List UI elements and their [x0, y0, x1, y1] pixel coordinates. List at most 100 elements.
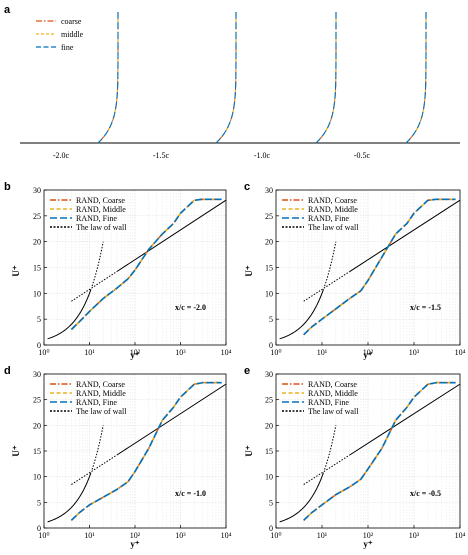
y-tick-label: 30: [33, 370, 41, 379]
legend-label: RAND, Middle: [76, 205, 126, 214]
panel-d-ticks: 10⁰ 10¹ 10² 10³ 10⁴ 0 5 10 15 20 25 30: [33, 370, 232, 540]
y-tick-label: 0: [37, 524, 41, 533]
legend-label: RAND, Middle: [308, 205, 358, 214]
panel-e: e 10⁰ 10¹ 10² 10³ 10⁴ 0 5 10 15 20 25 30 RAND, Coar…: [244, 365, 466, 549]
y-tick-label: 5: [269, 498, 273, 507]
panel-c-letter: c: [244, 181, 250, 193]
y-tick-label: 25: [265, 212, 273, 221]
x-tick-label: 10⁴: [221, 531, 232, 540]
law-viscous-solid: [279, 289, 324, 340]
y-tick-label: 25: [33, 396, 41, 405]
panel-b-grid: [44, 190, 226, 345]
law-log-dotted: [303, 271, 350, 302]
y-tick-label: 25: [33, 212, 41, 221]
station-label-1: -2.0c: [53, 151, 70, 160]
panel-c-grid: [276, 190, 460, 345]
law-log-solid: [349, 199, 461, 272]
panel-b-ylabel: U⁺: [11, 265, 21, 276]
y-tick-label: 15: [265, 447, 273, 456]
legend-a-middle-label: middle: [61, 30, 84, 39]
y-tick-label: 15: [33, 264, 41, 273]
profile--0.5c-coarse: [405, 12, 427, 144]
panel-d-xlabel: y⁺: [130, 539, 140, 549]
x-tick-label: 10²: [130, 531, 141, 540]
x-tick-label: 10⁴: [455, 531, 466, 540]
y-tick-label: 30: [265, 186, 273, 195]
law-log-dotted: [303, 454, 350, 485]
y-tick-label: 20: [33, 421, 41, 430]
law-log-dotted: [71, 271, 118, 302]
y-tick-label: 10: [265, 289, 273, 298]
panel-b-xlabel: y⁺: [130, 350, 140, 360]
panel-d-grid: [44, 374, 226, 528]
y-tick-label: 30: [265, 370, 273, 379]
law-viscous-solid: [279, 472, 324, 523]
y-tick-label: 10: [33, 289, 41, 298]
panel-d-letter: d: [4, 365, 11, 377]
law-viscous-dotted: [324, 241, 337, 287]
profile--0.5c-middle: [405, 12, 427, 144]
series-fine: [70, 198, 222, 331]
law-log-solid: [116, 199, 227, 272]
profile--0.5c-fine: [405, 12, 427, 144]
series-fine: [303, 198, 456, 336]
y-tick-label: 15: [265, 264, 273, 273]
y-tick-label: 10: [33, 473, 41, 482]
profile--1.5c-fine: [215, 12, 237, 144]
x-tick-label: 10³: [409, 531, 420, 540]
panel-e-ylabel: U⁺: [244, 445, 254, 456]
y-tick-label: 20: [33, 238, 41, 247]
y-tick-label: 0: [269, 341, 273, 350]
station-label-2: -1.5c: [153, 151, 170, 160]
legend-label: RAND, Fine: [76, 398, 117, 407]
panel-b: b 10⁰ 10¹ 10² 10³ 10⁴ 0 5 10 15 20 25 30 RAND, Coar…: [4, 181, 232, 360]
law-viscous-dotted: [324, 425, 337, 470]
profile--2.0c-fine: [97, 12, 119, 144]
series-middle: [70, 381, 222, 521]
y-tick-label: 30: [33, 186, 41, 195]
legend-label: RAND, Fine: [76, 214, 117, 223]
profile--1.0c-coarse: [315, 12, 337, 144]
panel-e-grid: [276, 374, 460, 528]
panel-c-ticks: 10⁰ 10¹ 10² 10³ 10⁴ 0 5 10 15 20 25 30: [265, 186, 466, 357]
profile--1.5c-coarse: [215, 12, 237, 144]
legend-label: RAND, Middle: [76, 389, 126, 398]
profile--2.0c-coarse: [97, 12, 119, 144]
panel-b-annotation: x/c = -2.0: [175, 303, 206, 312]
panel-d-ylabel: U⁺: [11, 445, 21, 456]
x-tick-label: 10²: [130, 348, 141, 357]
series-fine: [70, 381, 222, 521]
x-tick-label: 10³: [175, 348, 186, 357]
panel-c-ylabel: U⁺: [244, 265, 254, 276]
panel-a: a coarse middle fine -2.0c -1.5c -1.0c -…: [4, 4, 460, 160]
law-viscous-solid: [47, 289, 92, 340]
panel-c: c 10⁰ 10¹ 10² 10³ 10⁴ 0 5 10 15 20 25 30 RAND, Coar…: [244, 181, 466, 360]
panel-a-profiles: [97, 12, 427, 144]
law-log-solid: [116, 383, 227, 456]
panel-e-xlabel: y⁺: [363, 539, 373, 549]
y-tick-label: 25: [265, 396, 273, 405]
x-tick-label: 10³: [175, 531, 186, 540]
x-tick-label: 10⁴: [221, 348, 232, 357]
series-middle: [303, 381, 456, 521]
profile--1.0c-middle: [315, 12, 337, 144]
y-tick-label: 10: [265, 473, 273, 482]
panel-c-xlabel: y⁺: [363, 350, 373, 360]
x-tick-label: 10⁰: [270, 531, 281, 540]
x-tick-label: 10¹: [84, 531, 95, 540]
y-tick-label: 15: [33, 447, 41, 456]
legend-a-fine-label: fine: [61, 43, 74, 52]
legend-label: RAND, Coarse: [308, 380, 357, 389]
law-viscous-dotted: [91, 241, 104, 287]
x-tick-label: 10³: [409, 348, 420, 357]
x-tick-label: 10⁰: [38, 531, 49, 540]
panel-c-annotation: x/c = -1.5: [410, 303, 441, 312]
legend-label: The law of wall: [76, 407, 127, 416]
panel-a-legend: coarse middle fine: [36, 17, 84, 52]
